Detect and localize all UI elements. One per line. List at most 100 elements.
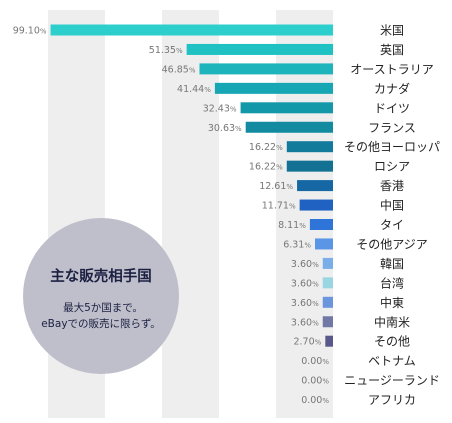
value-label: 41.44% xyxy=(177,84,211,95)
value-number: 0.00 xyxy=(301,376,322,387)
category-label: ロシア xyxy=(374,160,410,174)
value-unit: % xyxy=(312,300,319,308)
annotation-circle xyxy=(23,218,179,374)
value-number: 0.00 xyxy=(301,395,322,406)
value-number: 0.00 xyxy=(301,356,322,367)
value-unit: % xyxy=(176,47,183,55)
value-labels: 99.10%51.35%46.85%41.44%32.43%30.63%16.2… xyxy=(13,26,330,407)
annotation-line-1: 最大5か国まで。 xyxy=(63,301,143,314)
value-label: 46.85% xyxy=(162,64,196,75)
bar xyxy=(309,219,333,230)
value-label: 32.43% xyxy=(203,103,237,114)
value-unit: % xyxy=(312,319,319,327)
bar xyxy=(322,296,333,308)
value-label: 3.60% xyxy=(291,259,319,270)
category-label: 香港 xyxy=(380,179,404,193)
grid-band xyxy=(276,10,333,418)
value-label: 3.60% xyxy=(291,298,319,309)
bar xyxy=(315,238,333,250)
value-unit: % xyxy=(322,378,329,386)
value-number: 46.85 xyxy=(162,64,189,75)
value-label: 2.70% xyxy=(293,337,321,348)
annotation-title: 主な販売相手国 xyxy=(50,267,152,285)
category-label: アフリカ xyxy=(368,393,416,407)
value-label: 51.35% xyxy=(149,45,183,56)
bar xyxy=(297,180,333,192)
value-number: 16.22 xyxy=(249,162,276,173)
category-label: 中南米 xyxy=(374,314,410,329)
value-unit: % xyxy=(299,222,306,230)
bar xyxy=(299,199,333,211)
value-unit: % xyxy=(276,164,283,172)
value-number: 32.43 xyxy=(203,103,230,114)
bar xyxy=(214,82,333,94)
value-label: 0.00% xyxy=(301,395,329,406)
grid-bands xyxy=(48,10,333,418)
bar xyxy=(322,257,333,269)
category-label: カナダ xyxy=(374,81,410,96)
value-unit: % xyxy=(312,280,319,288)
value-unit: % xyxy=(40,28,47,36)
category-label: ニュージーランド xyxy=(344,374,440,388)
bar xyxy=(286,141,333,153)
value-unit: % xyxy=(235,125,242,133)
bar xyxy=(186,43,333,55)
value-unit: % xyxy=(312,261,319,269)
category-label: オーストラリア xyxy=(350,62,433,76)
category-label: 英国 xyxy=(380,43,404,57)
value-label: 16.22% xyxy=(249,162,283,173)
bar xyxy=(50,24,333,36)
value-number: 8.11 xyxy=(278,220,299,231)
value-unit: % xyxy=(315,339,322,347)
value-unit: % xyxy=(289,203,296,211)
value-unit: % xyxy=(304,241,311,249)
category-label: フランス xyxy=(368,121,416,135)
category-label: 台湾 xyxy=(380,275,404,290)
bar xyxy=(322,277,333,289)
category-labels: 米国英国オーストラリアカナダドイツフランスその他ヨーロッパロシア香港中国タイその… xyxy=(344,24,440,408)
category-label: 中国 xyxy=(380,198,404,213)
category-label: ドイツ xyxy=(374,101,410,115)
value-unit: % xyxy=(322,397,329,405)
value-number: 3.60 xyxy=(291,259,312,270)
category-label: その他 xyxy=(374,335,410,349)
category-label: タイ xyxy=(380,218,404,232)
bar xyxy=(286,160,333,172)
value-number: 12.61 xyxy=(259,181,286,192)
value-label: 11.71% xyxy=(262,201,296,212)
bar xyxy=(245,121,333,133)
category-label: ベトナム xyxy=(368,354,416,368)
grid-band xyxy=(162,10,219,418)
value-number: 11.71 xyxy=(262,201,289,212)
category-label: その他ヨーロッパ xyxy=(344,140,440,154)
value-number: 3.60 xyxy=(291,278,312,289)
value-unit: % xyxy=(276,144,283,152)
bar xyxy=(322,316,333,328)
value-unit: % xyxy=(230,105,237,113)
value-number: 3.60 xyxy=(291,298,312,309)
category-label: 韓国 xyxy=(380,257,404,271)
value-number: 6.31 xyxy=(283,239,304,250)
value-number: 99.10 xyxy=(13,26,40,37)
value-label: 12.61% xyxy=(259,181,293,192)
value-label: 6.31% xyxy=(283,239,311,250)
value-number: 30.63 xyxy=(208,123,235,134)
value-label: 0.00% xyxy=(301,376,329,387)
value-number: 41.44 xyxy=(177,84,204,95)
bar xyxy=(199,63,333,75)
category-label: 米国 xyxy=(380,24,404,38)
bar xyxy=(325,335,333,347)
value-unit: % xyxy=(204,86,211,94)
value-unit: % xyxy=(189,66,196,74)
value-number: 2.70 xyxy=(293,337,314,348)
bars xyxy=(50,24,333,347)
value-label: 99.10% xyxy=(13,26,47,37)
value-unit: % xyxy=(322,358,329,366)
value-label: 30.63% xyxy=(208,123,242,134)
value-label: 0.00% xyxy=(301,356,329,367)
value-label: 3.60% xyxy=(291,278,319,289)
value-number: 3.60 xyxy=(291,317,312,328)
value-unit: % xyxy=(286,183,293,191)
value-number: 16.22 xyxy=(249,142,276,153)
